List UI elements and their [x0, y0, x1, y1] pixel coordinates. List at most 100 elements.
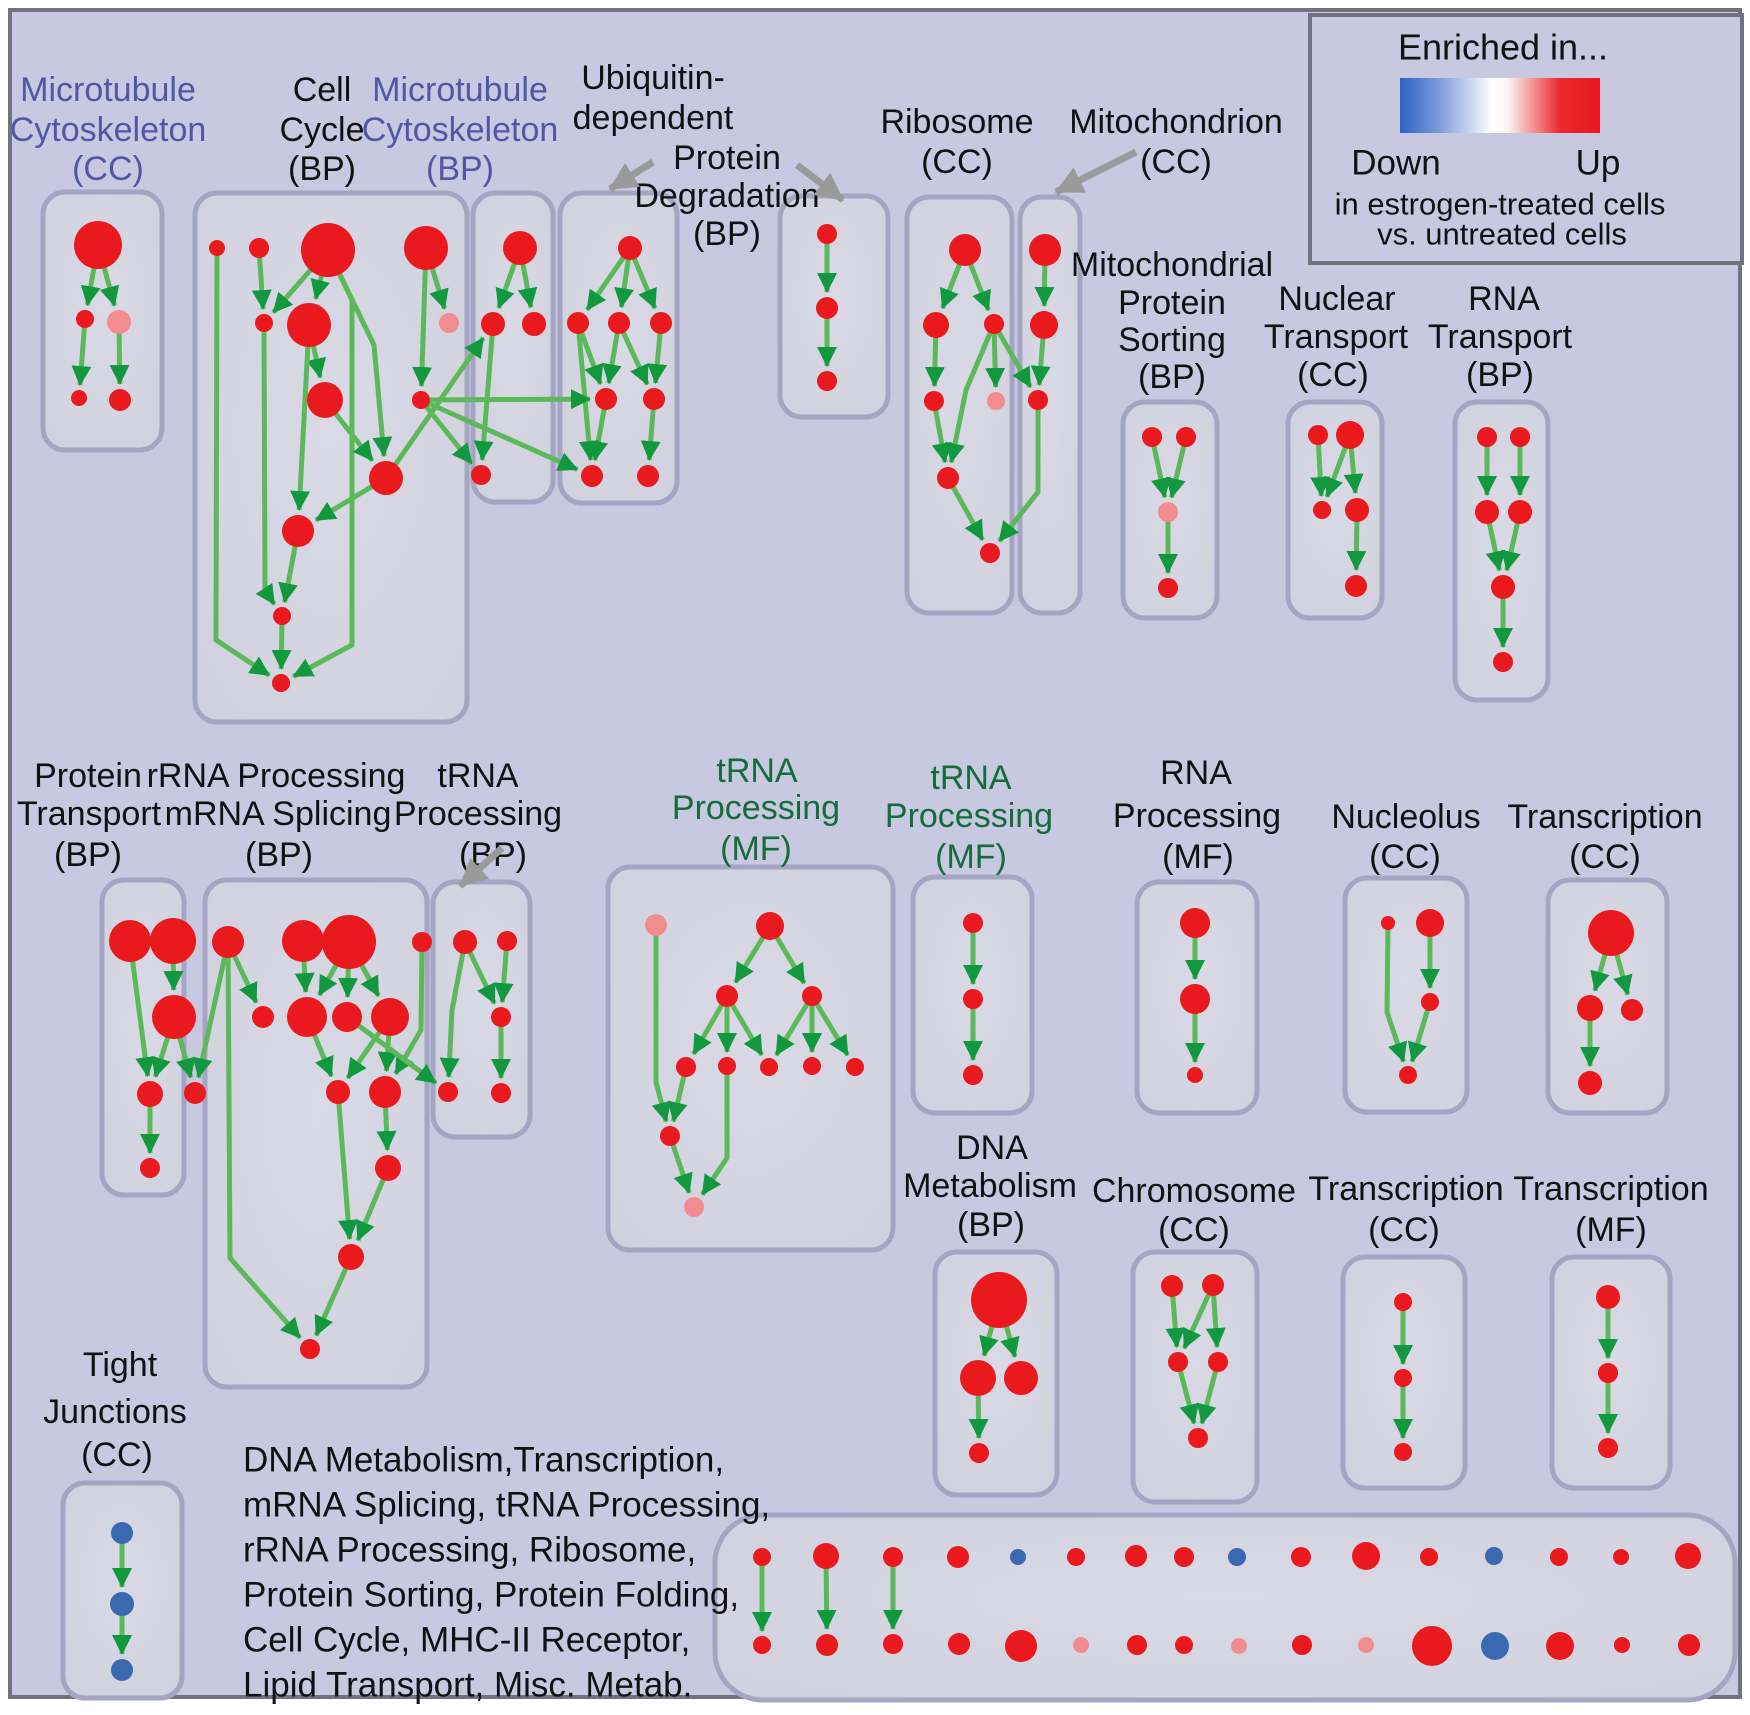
- go-term-node: [110, 1592, 134, 1616]
- go-term-node: [1614, 1637, 1630, 1653]
- go-term-node: [1202, 1274, 1224, 1296]
- go-term-node: [645, 914, 667, 936]
- cluster-label-line: Protein: [1118, 284, 1226, 322]
- go-term-node: [1416, 909, 1444, 937]
- go-term-node: [439, 313, 459, 333]
- edge-arrow: [419, 398, 474, 465]
- edge-arrow: [335, 1091, 359, 1241]
- nodes-pt: [109, 918, 206, 1178]
- go-term-node: [1412, 1626, 1452, 1666]
- go-term-node: [1394, 1293, 1412, 1311]
- edge-arrow: [345, 1014, 438, 1086]
- go-term-node: [1485, 1547, 1503, 1565]
- go-term-node: [307, 382, 343, 418]
- edge-arrow: [1196, 1361, 1221, 1425]
- cluster-label-mito: Mitochondrion(CC): [1069, 103, 1283, 181]
- cluster-label-line: (BP): [245, 836, 313, 874]
- go-term-node: [618, 236, 642, 260]
- go-term-node: [1228, 1548, 1246, 1566]
- nodes-nuct: [1308, 421, 1369, 597]
- cluster-label-line: Protein: [34, 757, 142, 795]
- go-term-node: [1381, 916, 1395, 930]
- edge-arrow: [493, 940, 514, 1004]
- go-term-node: [643, 388, 665, 410]
- go-term-node: [1313, 501, 1331, 519]
- go-term-node: [716, 985, 738, 1007]
- edge-arrow: [997, 400, 1041, 543]
- cluster-box-nucl: [1342, 875, 1470, 1115]
- go-term-node: [1028, 390, 1048, 410]
- label-pointer-arrow: [457, 845, 505, 889]
- nodes-ub2: [816, 224, 838, 391]
- go-term-node: [676, 1057, 696, 1077]
- nodes-ub1: [567, 236, 672, 487]
- go-term-node: [963, 913, 983, 933]
- go-term-node: [846, 1058, 864, 1076]
- go-term-node: [1158, 578, 1178, 598]
- cluster-box-chrom: [1130, 1249, 1260, 1505]
- nodes-mtbp: [471, 231, 546, 485]
- cluster-label-tcc1: Transcription(CC): [1507, 798, 1702, 876]
- go-term-node: [152, 995, 196, 1039]
- legend-gradient-bar: [1400, 78, 1600, 133]
- go-term-node: [1493, 652, 1513, 672]
- go-term-node: [1352, 1542, 1380, 1570]
- cluster-label-line: Mitochondrion: [1069, 103, 1283, 141]
- cluster-label-line: (CC): [1297, 356, 1369, 394]
- layer-nodes: [71, 221, 1701, 1681]
- go-term-node: [369, 461, 403, 495]
- go-term-node: [326, 1080, 350, 1104]
- nodes-chrom: [1161, 1274, 1228, 1448]
- cluster-label-line: Degradation: [634, 177, 819, 215]
- go-term-node: [1161, 1275, 1183, 1297]
- go-term-node: [209, 240, 225, 256]
- cluster-label-tcc2: Transcription(CC): [1308, 1170, 1503, 1249]
- edge-arrow: [1175, 1361, 1200, 1425]
- nodes-tj: [110, 1522, 134, 1681]
- go-term-node: [1292, 1635, 1312, 1655]
- nodes-dnam: [960, 1272, 1038, 1463]
- cluster-label-line: Mitochondrial: [1071, 246, 1273, 284]
- edge-arrow: [985, 323, 1006, 389]
- legend-subtitle-line1: in estrogen-treated cells: [1335, 187, 1666, 222]
- go-term-node: [481, 312, 505, 336]
- cluster-label-ub1: Ubiquitin-dependentProteinDegradation(BP…: [573, 59, 820, 253]
- nodes-rnapmf: [1180, 908, 1210, 1083]
- cluster-label-line: Processing: [672, 789, 840, 827]
- edge-arrow: [127, 940, 156, 1078]
- cluster-label-line: Tight: [83, 1346, 158, 1384]
- edge-arrow: [419, 397, 579, 472]
- edge-arrow: [809, 994, 850, 1057]
- go-term-node: [1577, 995, 1603, 1021]
- go-term-node: [1358, 1637, 1374, 1653]
- go-term-node: [684, 1197, 704, 1217]
- cluster-label-line: Cell: [293, 71, 352, 109]
- edge-arrow: [313, 1255, 354, 1337]
- go-term-node: [947, 1546, 969, 1568]
- go-term-node: [1158, 502, 1178, 522]
- go-term-node: [273, 607, 291, 625]
- go-term-node: [1678, 1634, 1700, 1656]
- go-term-node: [1125, 1545, 1147, 1567]
- go-term-node: [453, 930, 477, 954]
- go-term-node: [1073, 1637, 1089, 1653]
- go-term-node: [1598, 1438, 1618, 1458]
- edge-arrow: [945, 476, 985, 542]
- cluster-label-line: DNA: [956, 1129, 1028, 1167]
- cluster-label-line: (BP): [54, 836, 122, 874]
- cluster-box-tcc1: [1545, 877, 1670, 1116]
- edge-arrow: [383, 336, 486, 480]
- go-term-node: [1596, 1285, 1620, 1309]
- go-term-node: [1176, 427, 1196, 447]
- go-term-node: [1188, 1428, 1208, 1448]
- go-term-node: [1180, 908, 1210, 938]
- go-term-node: [1421, 993, 1439, 1011]
- edge-arrow: [585, 246, 633, 312]
- go-term-node: [1175, 1636, 1193, 1654]
- cluster-label-line: rRNA Processing: [147, 757, 406, 795]
- go-term-node: [1308, 425, 1328, 445]
